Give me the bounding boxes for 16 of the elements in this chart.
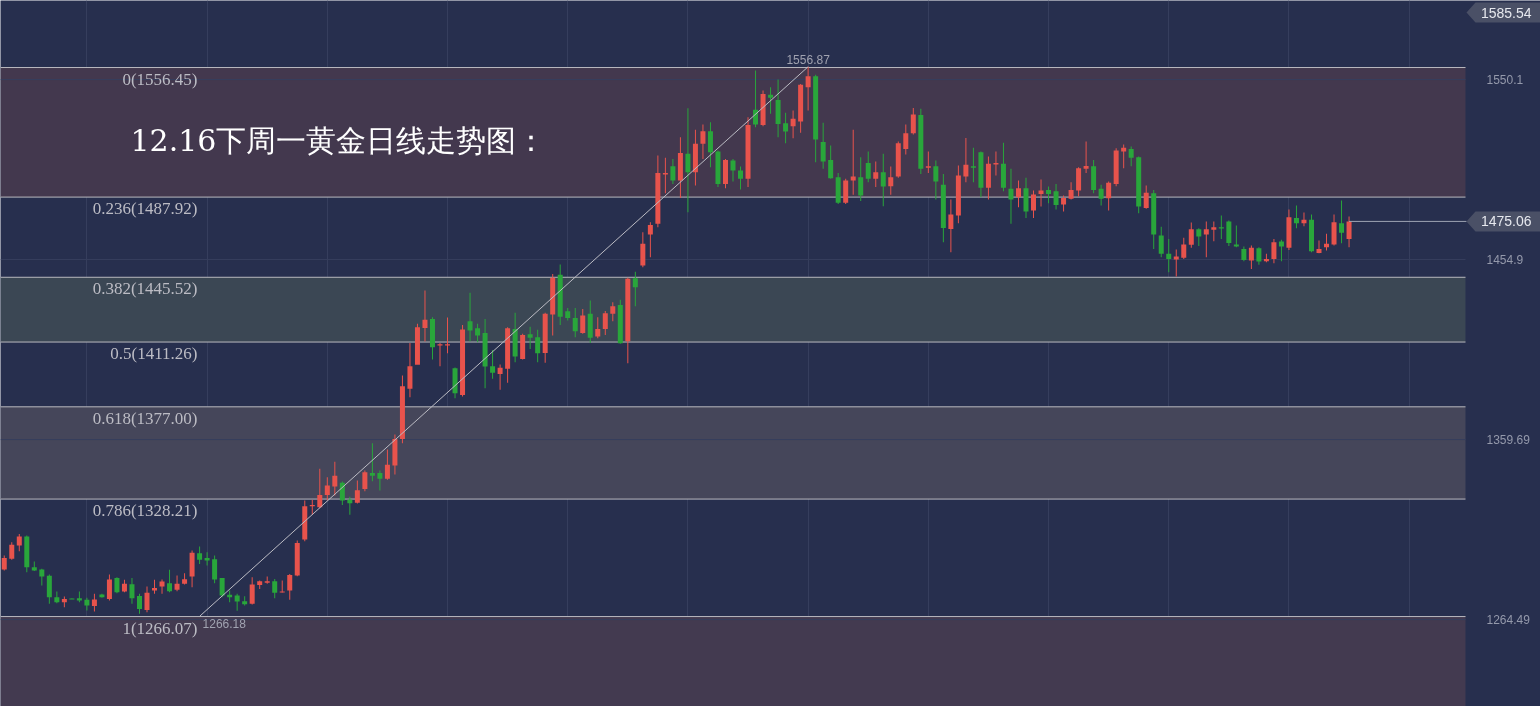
ref-line-label: 0(1556.45) (122, 69, 198, 89)
ref-line-label: 1(1266.07) (122, 618, 198, 638)
text: 12.16下周一黄金日线走势图： (130, 123, 547, 158)
text: 1585.54 (1480, 4, 1532, 21)
data-label: 1556.87 (786, 52, 831, 67)
y-tick-label: 1550.1 (1486, 73, 1524, 88)
y-tick-label: 1264.49 (1486, 613, 1531, 628)
ref-line-label: 0.5(1411.26) (110, 344, 198, 364)
ref-line-label: 0.236(1487.92) (92, 199, 198, 219)
y-tick-label: 1359.69 (1486, 433, 1531, 448)
text: 1475.06 (1480, 213, 1532, 230)
ref-line-label: 0.382(1445.52) (92, 279, 198, 299)
data-label: 1266.18 (202, 617, 247, 632)
ref-line-label: 0.618(1377.00) (92, 408, 198, 428)
ref-line-label: 0.786(1328.21) (92, 501, 198, 521)
y-tick-label: 1454.9 (1486, 253, 1524, 268)
